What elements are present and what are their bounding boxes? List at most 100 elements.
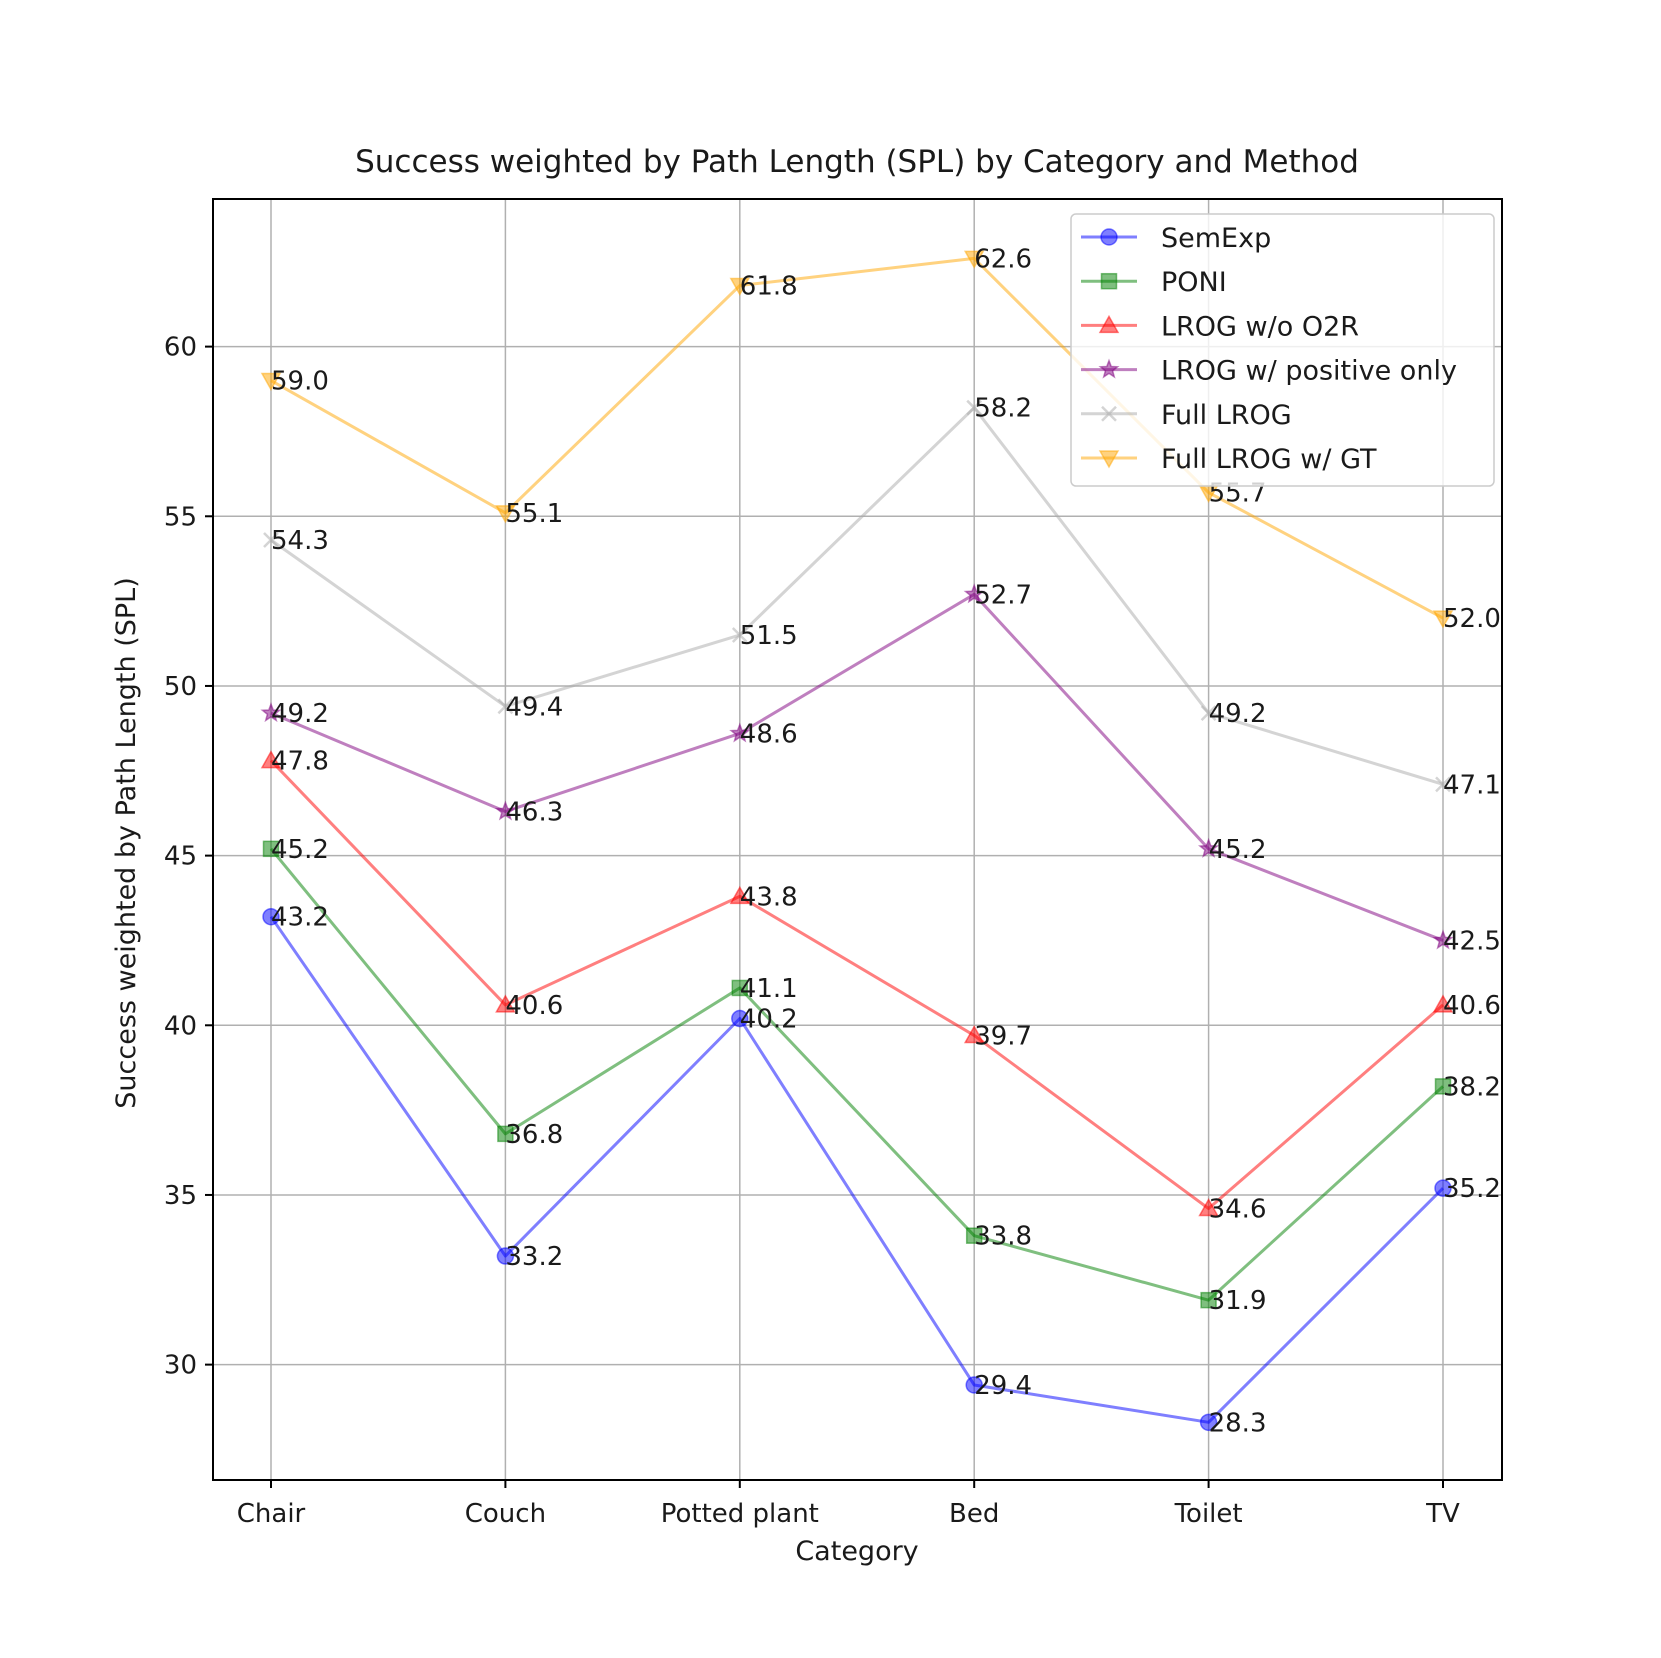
- y-tick-label-45: 45: [164, 842, 197, 872]
- data-label-full-lrog: 58.2: [974, 394, 1032, 424]
- data-point-poni: [262, 840, 280, 858]
- legend-item-lrog-w-positive-only: LROG w/ positive only: [1081, 356, 1457, 387]
- data-label-lrog-w-positive-only: 42.5: [1443, 926, 1501, 956]
- data-label-full-lrog: 54.3: [271, 526, 329, 556]
- data-label-lrog-w-o-o2r: 43.8: [740, 882, 798, 912]
- data-label-full-lrog: 49.4: [505, 692, 563, 722]
- data-point-poni: [965, 1227, 983, 1244]
- data-label-lrog-w-o-o2r: 40.6: [505, 991, 563, 1021]
- data-label-lrog-w-positive-only: 52.7: [974, 580, 1032, 610]
- axis-ticks: Chair Couch Potted plant Bed Toilet TV 30 35 40 4…: [164, 333, 1460, 1529]
- data-label-poni: 33.8: [974, 1222, 1032, 1252]
- data-label-full-lrog-w-gt: 52.0: [1443, 604, 1501, 634]
- data-label-lrog-w-positive-only: 48.6: [740, 719, 798, 749]
- data-point-poni: [497, 1125, 514, 1143]
- data-point-semexp: [731, 1009, 749, 1028]
- data-point-lrog-w-positive-only: [494, 800, 516, 821]
- x-axis-label: Category: [795, 1536, 918, 1567]
- data-label-full-lrog-w-gt: 62.6: [974, 244, 1032, 274]
- data-point-lrog-w-positive-only: [1198, 837, 1220, 858]
- legend-box: [1070, 213, 1495, 487]
- x-tick-label-tv: TV: [1425, 1499, 1460, 1529]
- plot-frame: [212, 198, 1503, 1481]
- data-label-lrog-w-o-o2r: 40.6: [1443, 991, 1501, 1021]
- legend-label-lrog-w-o-o2r: LROG w/o O2R: [1161, 311, 1359, 342]
- data-point-poni: [1200, 1291, 1217, 1309]
- series-line-lrog-w-positive-only: [270, 592, 1444, 942]
- data-label-full-lrog: 49.2: [1209, 699, 1267, 729]
- series-line-full-lrog: [270, 406, 1444, 786]
- data-point-full-lrog-w-gt: [963, 250, 985, 269]
- data-label-semexp: 29.4: [974, 1371, 1032, 1401]
- series-full-lrog-w-gt: [260, 250, 1454, 629]
- data-label-lrog-w-positive-only: 49.2: [271, 699, 329, 729]
- series-lrog-w-o-o2r: [260, 750, 1454, 1217]
- data-point-full-lrog-w-gt: [260, 372, 282, 392]
- data-label-lrog-w-positive-only: 45.2: [1209, 835, 1267, 865]
- series-line-poni: [269, 847, 1445, 1302]
- data-point-semexp: [1434, 1179, 1452, 1197]
- data-point-full-lrog: [1200, 705, 1217, 721]
- data-point-full-lrog: [1435, 776, 1451, 793]
- data-point-lrog-w-positive-only: [963, 583, 985, 604]
- legend: SemExp PONI LROG w/o O2R LROG w/ positive o…: [1070, 213, 1495, 487]
- data-point-lrog-w-positive-only: [1432, 929, 1454, 950]
- legend-label-poni: PONI: [1161, 267, 1227, 298]
- legend-marker-poni: [1100, 272, 1118, 290]
- legend-marker-lrog-w-positive-only: [1098, 358, 1120, 379]
- data-label-full-lrog-w-gt: 55.1: [505, 499, 563, 529]
- legend-item-poni: PONI: [1081, 267, 1227, 298]
- data-label-lrog-w-o-o2r: 39.7: [974, 1021, 1032, 1051]
- x-tick-label-potted-plant: Potted plant: [661, 1499, 819, 1529]
- data-point-lrog-w-positive-only: [260, 701, 282, 723]
- legend-label-semexp: SemExp: [1161, 223, 1271, 254]
- data-label-semexp: 35.2: [1443, 1174, 1501, 1204]
- legend-label-full-lrog-w-gt: Full LROG w/ GT: [1161, 444, 1377, 475]
- legend-item-lrog-w-o-o2r: LROG w/o O2R: [1081, 311, 1359, 342]
- data-point-poni: [731, 979, 749, 997]
- y-tick-label-60: 60: [164, 333, 197, 363]
- data-label-poni: 41.1: [740, 974, 798, 1004]
- data-label-semexp: 40.2: [740, 1005, 798, 1035]
- data-label-full-lrog-w-gt: 61.8: [740, 272, 798, 302]
- data-point-semexp: [262, 907, 280, 926]
- data-labels: 43.2 33.2 40.2 29.4 28.3 35.2 45.2 36.8 41.1 33.8…: [271, 244, 1501, 1438]
- data-point-full-lrog: [731, 627, 748, 643]
- data-point-lrog-w-o-o2r: [1432, 994, 1454, 1013]
- data-point-full-lrog-w-gt: [495, 505, 516, 524]
- series-poni: [262, 840, 1452, 1309]
- data-point-semexp: [965, 1376, 983, 1394]
- y-axis-label: Success weighted by Path Length (SPL): [111, 577, 142, 1108]
- data-label-full-lrog-w-gt: 59.0: [271, 367, 329, 397]
- data-point-full-lrog: [263, 532, 279, 548]
- data-point-full-lrog-w-gt: [729, 277, 751, 297]
- data-label-semexp: 33.2: [505, 1242, 563, 1272]
- y-tick-label-35: 35: [164, 1181, 197, 1211]
- series-layer: [260, 250, 1454, 1432]
- legend-marker-full-lrog: [1101, 405, 1117, 422]
- x-tick-label-toilet: Toilet: [1174, 1499, 1243, 1529]
- legend-label-full-lrog: Full LROG: [1161, 400, 1292, 431]
- series-line-full-lrog-w-gt: [270, 256, 1444, 620]
- y-tick-label-50: 50: [164, 672, 197, 702]
- legend-label-lrog-w-positive-only: LROG w/ positive only: [1161, 356, 1457, 387]
- data-label-semexp: 28.3: [1209, 1408, 1267, 1438]
- data-point-semexp: [1199, 1413, 1218, 1432]
- data-label-full-lrog: 47.1: [1443, 770, 1501, 800]
- series-semexp: [262, 907, 1452, 1432]
- legend-marker-semexp: [1100, 228, 1118, 246]
- data-point-lrog-w-o-o2r: [963, 1024, 985, 1044]
- x-tick-label-bed: Bed: [949, 1499, 999, 1529]
- data-label-poni: 36.8: [505, 1120, 563, 1150]
- series-line-lrog-w-o-o2r: [269, 759, 1444, 1211]
- legend-marker-full-lrog-w-gt: [1098, 450, 1120, 469]
- x-tick-label-couch: Couch: [465, 1499, 546, 1529]
- data-label-lrog-w-o-o2r: 34.6: [1209, 1195, 1267, 1225]
- data-label-poni: 38.2: [1443, 1072, 1501, 1102]
- series-lrog-w-positive-only: [260, 583, 1454, 950]
- data-label-poni: 45.2: [271, 835, 329, 865]
- legend-item-semexp: SemExp: [1081, 223, 1271, 254]
- data-point-full-lrog: [966, 399, 983, 416]
